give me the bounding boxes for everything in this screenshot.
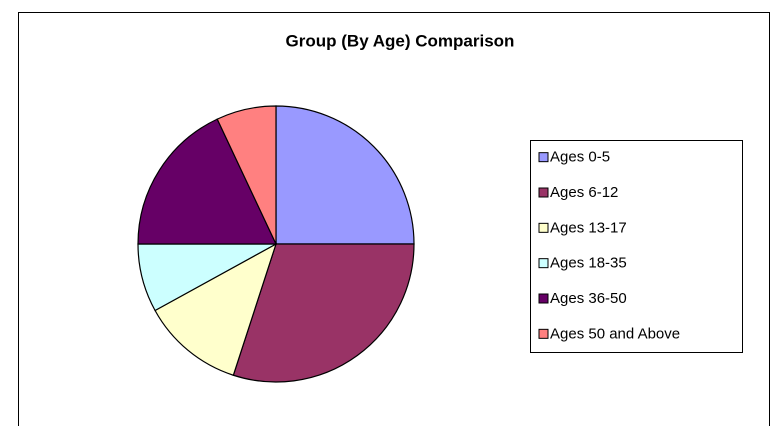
legend-box [530, 140, 743, 353]
pie-slice [232, 243, 415, 383]
legend-swatch [538, 258, 549, 269]
legend-label: Ages 6-12 [550, 184, 618, 201]
legend-label: Ages 18-35 [550, 255, 627, 272]
pie-slice [275, 105, 415, 245]
legend-label: Ages 36-50 [550, 290, 627, 307]
legend-swatch [538, 293, 549, 304]
pie-slice [154, 242, 278, 377]
legend-label: Ages 50 and Above [550, 325, 680, 342]
legend-swatch [538, 222, 549, 233]
pie-slice [216, 105, 277, 245]
legend-label: Ages 0-5 [550, 149, 610, 166]
pie-slice [137, 118, 277, 245]
legend-swatch [538, 187, 549, 198]
legend-label: Ages 13-17 [550, 219, 627, 236]
legend-swatch [538, 152, 549, 163]
legend-swatch [538, 328, 549, 339]
chart-title: Group (By Age) Comparison [286, 31, 515, 50]
